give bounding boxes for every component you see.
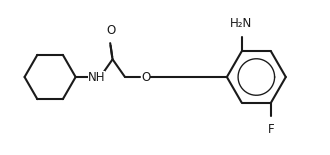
- Text: O: O: [141, 71, 150, 84]
- Text: NH: NH: [87, 71, 105, 84]
- Text: F: F: [268, 123, 274, 136]
- Text: H₂N: H₂N: [229, 17, 252, 30]
- Text: O: O: [106, 24, 115, 37]
